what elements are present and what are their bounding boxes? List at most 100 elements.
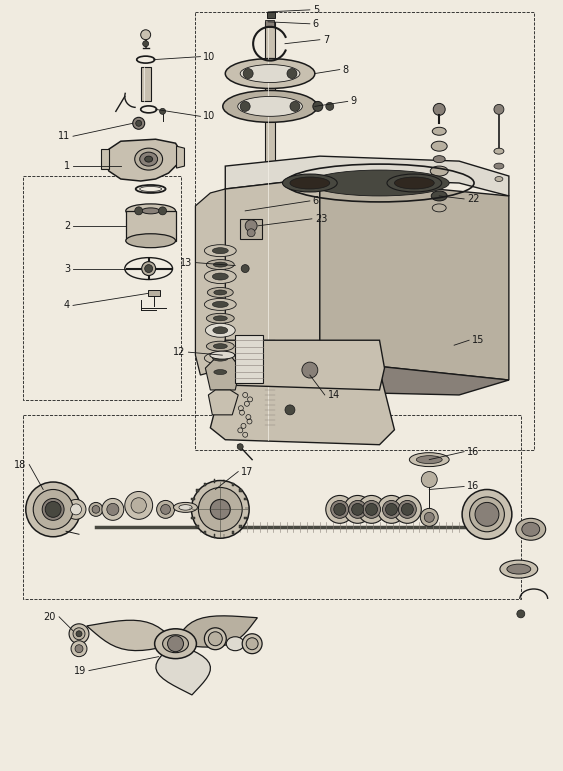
Ellipse shape [204,244,236,257]
Ellipse shape [431,141,447,151]
Circle shape [142,41,149,47]
Circle shape [421,472,437,487]
Circle shape [517,610,525,618]
Ellipse shape [89,503,103,517]
Ellipse shape [125,491,153,520]
Circle shape [141,30,151,40]
Text: 11: 11 [58,131,70,141]
Ellipse shape [330,500,348,518]
Ellipse shape [326,496,354,524]
Polygon shape [156,644,211,695]
Polygon shape [208,390,238,415]
Ellipse shape [204,298,236,311]
Text: 17: 17 [241,466,253,476]
Circle shape [145,264,153,273]
Bar [23,415,521,599]
Circle shape [159,207,167,215]
Bar [233,483,234,486]
Ellipse shape [207,367,233,377]
Text: 2: 2 [64,221,70,231]
Ellipse shape [382,500,400,518]
Polygon shape [177,146,185,168]
Ellipse shape [522,522,540,537]
Bar [196,525,199,527]
Ellipse shape [394,496,421,524]
Polygon shape [220,340,385,390]
Text: 22: 22 [467,194,480,204]
Bar [148,291,159,296]
Circle shape [386,503,397,515]
Circle shape [245,220,257,232]
Text: 4: 4 [64,301,70,311]
Ellipse shape [470,497,504,532]
Circle shape [334,503,346,515]
Ellipse shape [432,204,446,212]
Text: 14: 14 [328,390,340,400]
Ellipse shape [205,323,235,337]
Ellipse shape [157,500,175,518]
Circle shape [241,264,249,273]
Ellipse shape [462,490,512,539]
Ellipse shape [507,564,531,574]
Bar [235,335,263,383]
Ellipse shape [70,504,82,515]
Ellipse shape [431,191,447,201]
Text: 18: 18 [14,460,26,470]
Text: 23: 23 [315,214,327,224]
Ellipse shape [208,631,222,645]
Circle shape [211,500,230,520]
Circle shape [69,624,89,644]
Polygon shape [105,140,181,181]
Polygon shape [225,157,509,196]
Text: 7: 7 [323,35,329,45]
Text: 5: 5 [313,5,319,15]
Ellipse shape [140,152,158,166]
Ellipse shape [387,174,442,192]
Bar [191,517,195,519]
Ellipse shape [238,96,302,116]
Ellipse shape [348,500,367,518]
Ellipse shape [225,59,315,89]
Ellipse shape [240,65,300,82]
Bar [195,12,534,449]
Bar [224,534,225,538]
Circle shape [240,102,250,111]
Text: 16: 16 [467,482,479,491]
Circle shape [168,636,184,651]
Bar [265,20,274,27]
Ellipse shape [207,313,234,323]
Ellipse shape [214,369,227,375]
Text: 15: 15 [472,335,484,345]
Ellipse shape [212,247,228,254]
Bar [267,12,275,18]
Ellipse shape [395,177,434,189]
Bar [214,534,215,538]
Text: 9: 9 [351,96,357,106]
Ellipse shape [434,156,445,163]
Bar [214,479,215,483]
Circle shape [285,405,295,415]
Circle shape [352,503,364,515]
Ellipse shape [135,148,163,170]
Ellipse shape [131,498,146,513]
Text: 16: 16 [467,446,479,456]
Ellipse shape [432,127,446,135]
Bar [233,530,234,534]
Bar [204,483,207,486]
Text: 1: 1 [64,161,70,171]
Circle shape [75,645,83,653]
Ellipse shape [495,177,503,181]
Ellipse shape [416,456,442,463]
Ellipse shape [494,148,504,154]
Circle shape [475,503,499,527]
Ellipse shape [358,496,386,524]
Polygon shape [101,149,109,169]
Ellipse shape [210,351,235,359]
Ellipse shape [425,513,434,522]
Polygon shape [225,360,509,395]
Ellipse shape [207,288,233,298]
Circle shape [287,69,297,79]
Text: 8: 8 [343,65,349,75]
Ellipse shape [198,487,242,531]
Ellipse shape [26,482,81,537]
